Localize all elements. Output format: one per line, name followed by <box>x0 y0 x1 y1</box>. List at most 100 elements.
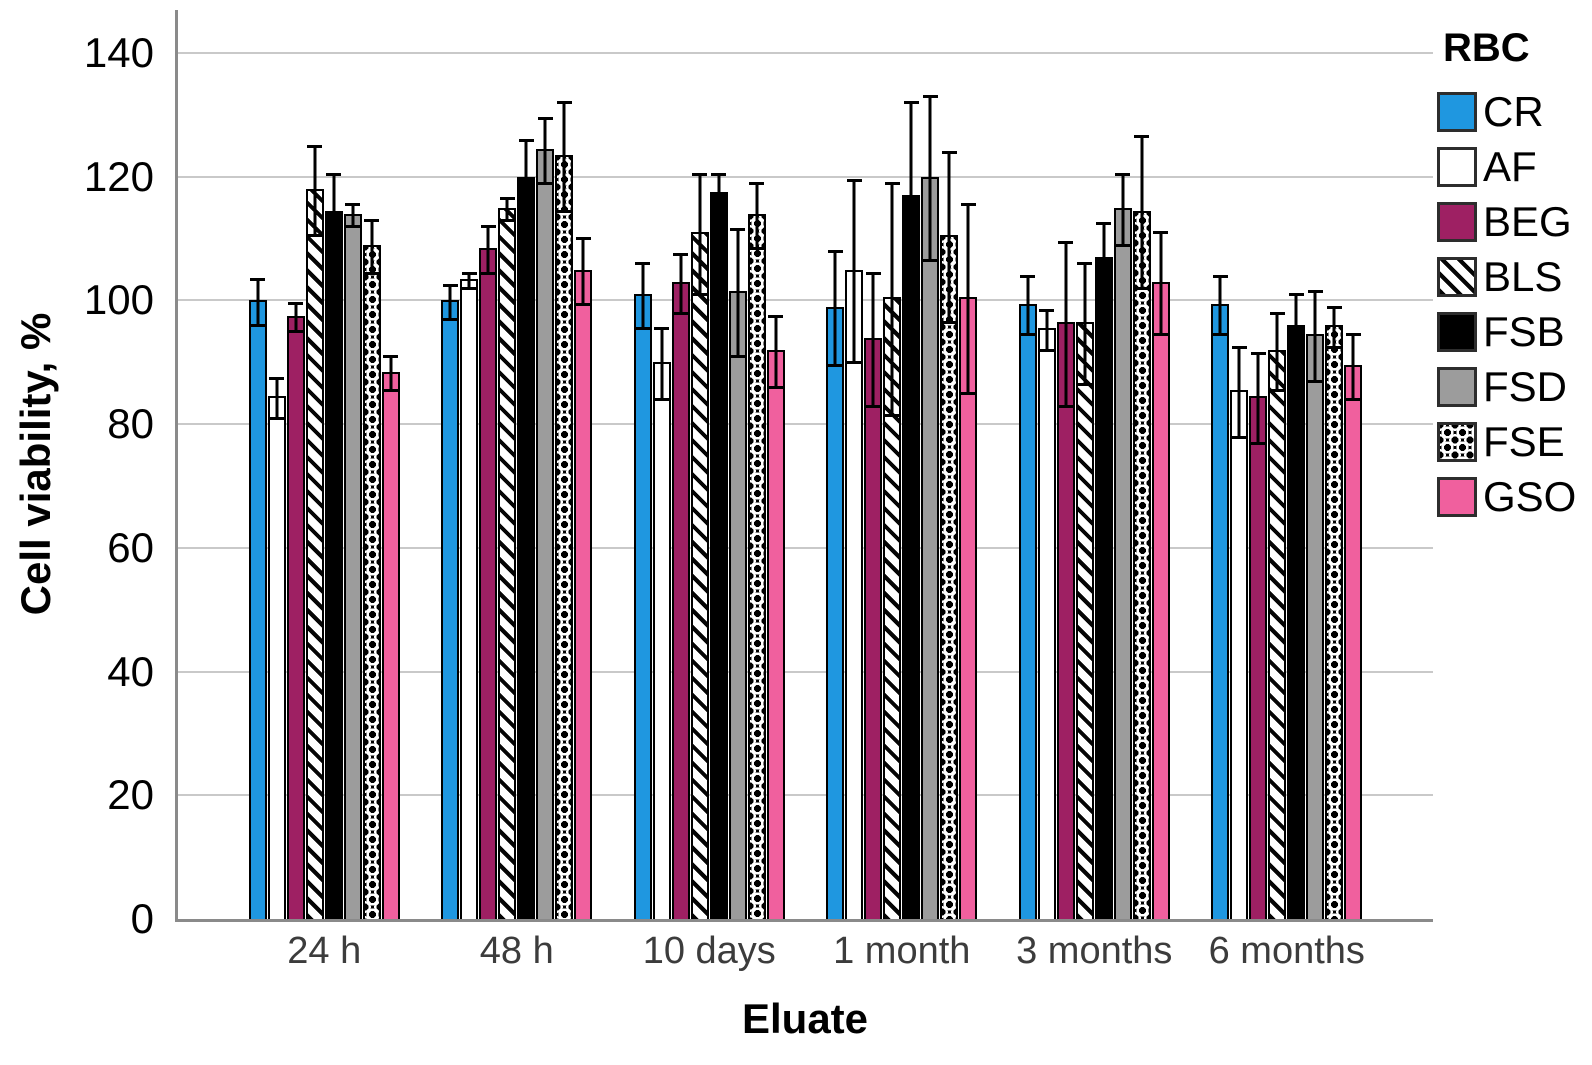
bar-GSO-24-h <box>381 355 400 919</box>
x-category-label-6-months: 6 months <box>1208 930 1365 972</box>
x-category-label-24-h: 24 h <box>287 930 362 972</box>
bar-FSB-6-months <box>1287 293 1306 919</box>
error-bar-cap <box>1134 135 1150 139</box>
error-bar-cap <box>827 364 843 368</box>
error-bar-cap <box>1115 243 1131 247</box>
error-bar-cap <box>846 361 862 365</box>
bar-BLS-1-month <box>883 181 902 919</box>
error-bar-cap <box>518 215 534 219</box>
legend-label-BLS: BLS <box>1483 252 1563 300</box>
error-bar-cap <box>364 271 380 275</box>
error-bar-FSD-10-days <box>730 228 746 359</box>
y-tick-label-60: 60 <box>107 523 154 571</box>
error-bar-FSD-1-month <box>922 95 938 263</box>
error-bar-BEG-48-h <box>480 225 496 275</box>
error-bar-cap <box>654 398 670 402</box>
error-bar-AF-6-months <box>1231 345 1247 439</box>
error-bar-cap <box>556 209 572 213</box>
bar-group-10-days <box>613 172 806 919</box>
error-bar-FSE-48-h <box>556 101 572 213</box>
error-bar-cap <box>941 321 957 325</box>
error-bar-cap <box>730 228 746 232</box>
legend-swatch-FSD <box>1437 366 1477 407</box>
bar-BEG-48-h <box>479 225 498 919</box>
error-bar-BLS-24-h <box>307 144 323 238</box>
error-bar-cap <box>345 225 361 229</box>
bar-AF-24-h <box>267 376 286 919</box>
error-bar-CR-10-days <box>635 262 651 331</box>
error-bar-cap <box>499 197 515 201</box>
error-bar-FSB-24-h <box>326 172 342 253</box>
error-bar-cap <box>1058 240 1074 244</box>
error-bar-cap <box>250 324 266 328</box>
error-bar-cap <box>1326 345 1342 349</box>
error-bar-FSB-1-month <box>903 101 919 294</box>
bar-CR-3-months <box>1018 274 1037 919</box>
error-bar-cap <box>960 203 976 207</box>
error-bar-CR-6-months <box>1212 274 1228 337</box>
error-bar-cap <box>1077 382 1093 386</box>
legend-item-AF: AF <box>1437 143 1576 190</box>
error-bar-cap <box>1134 287 1150 291</box>
error-bar-cap <box>1153 231 1169 235</box>
error-bar-cap <box>288 330 304 334</box>
error-bar-BLS-48-h <box>499 197 515 223</box>
bar-GSO-3-months <box>1151 231 1170 919</box>
gridline-80 <box>178 423 1433 426</box>
error-bar-FSE-6-months <box>1326 305 1342 349</box>
error-bar-cap <box>480 225 496 229</box>
error-bar-cap <box>1345 333 1361 337</box>
bar-FSD-48-h <box>536 116 555 919</box>
y-tick-label-140: 140 <box>83 29 154 76</box>
bar-BEG-24-h <box>286 302 305 919</box>
error-bar-cap <box>1115 172 1131 176</box>
error-bar-cap <box>1020 274 1036 278</box>
error-bar-cap <box>1058 404 1074 408</box>
bar-GSO-1-month <box>959 203 978 919</box>
y-axis-line <box>175 10 178 922</box>
legend-item-CR: CR <box>1437 88 1576 135</box>
error-bar-cap <box>1307 379 1323 383</box>
gridline-140 <box>178 52 1433 54</box>
error-bar-cap <box>673 252 689 256</box>
bar-FSE-24-h <box>362 218 381 919</box>
bar-FSD-3-months <box>1113 172 1132 919</box>
legend-swatch-BLS <box>1437 256 1477 297</box>
error-bar-cap <box>941 150 957 154</box>
error-bar-CR-48-h <box>442 283 458 321</box>
legend-label-FSD: FSD <box>1483 362 1567 410</box>
legend-items: CR AF BEG BLS FSB FSD FSE GSO <box>1437 88 1576 520</box>
bar-CR-10-days <box>633 262 652 919</box>
error-bar-FSD-48-h <box>537 116 553 185</box>
error-bar-FSD-6-months <box>1307 290 1323 383</box>
error-bar-cap <box>1345 398 1361 402</box>
gridline-40 <box>178 670 1433 673</box>
error-bar-AF-1-month <box>846 178 862 365</box>
bar-GSO-48-h <box>574 237 593 919</box>
error-bar-GSO-1-month <box>960 203 976 396</box>
legend-item-BLS: BLS <box>1437 253 1576 300</box>
bar-group-24-h <box>228 144 421 919</box>
error-bar-cap <box>250 277 266 281</box>
gridline-60 <box>178 546 1433 549</box>
error-bar-FSB-10-days <box>711 172 727 216</box>
bar-AF-6-months <box>1230 345 1249 919</box>
error-bar-cap <box>1212 274 1228 278</box>
error-bar-cap <box>654 327 670 331</box>
y-tick-label-120: 120 <box>83 152 154 200</box>
bar-FSD-1-month <box>921 95 940 919</box>
error-bar-FSB-48-h <box>518 138 534 219</box>
error-bar-AF-3-months <box>1039 308 1055 352</box>
gridline-100 <box>178 299 1433 302</box>
error-bar-cap <box>269 416 285 420</box>
legend-swatch-AF <box>1437 146 1477 187</box>
error-bar-cap <box>326 172 342 176</box>
bar-BLS-6-months <box>1268 311 1287 919</box>
error-bar-cap <box>1096 293 1112 297</box>
error-bar-cap <box>537 181 553 185</box>
error-bar-CR-24-h <box>250 277 266 328</box>
error-bar-cap <box>442 318 458 321</box>
error-bar-cap <box>692 293 708 297</box>
error-bar-cap <box>768 314 784 318</box>
error-bar-cap <box>635 327 651 331</box>
